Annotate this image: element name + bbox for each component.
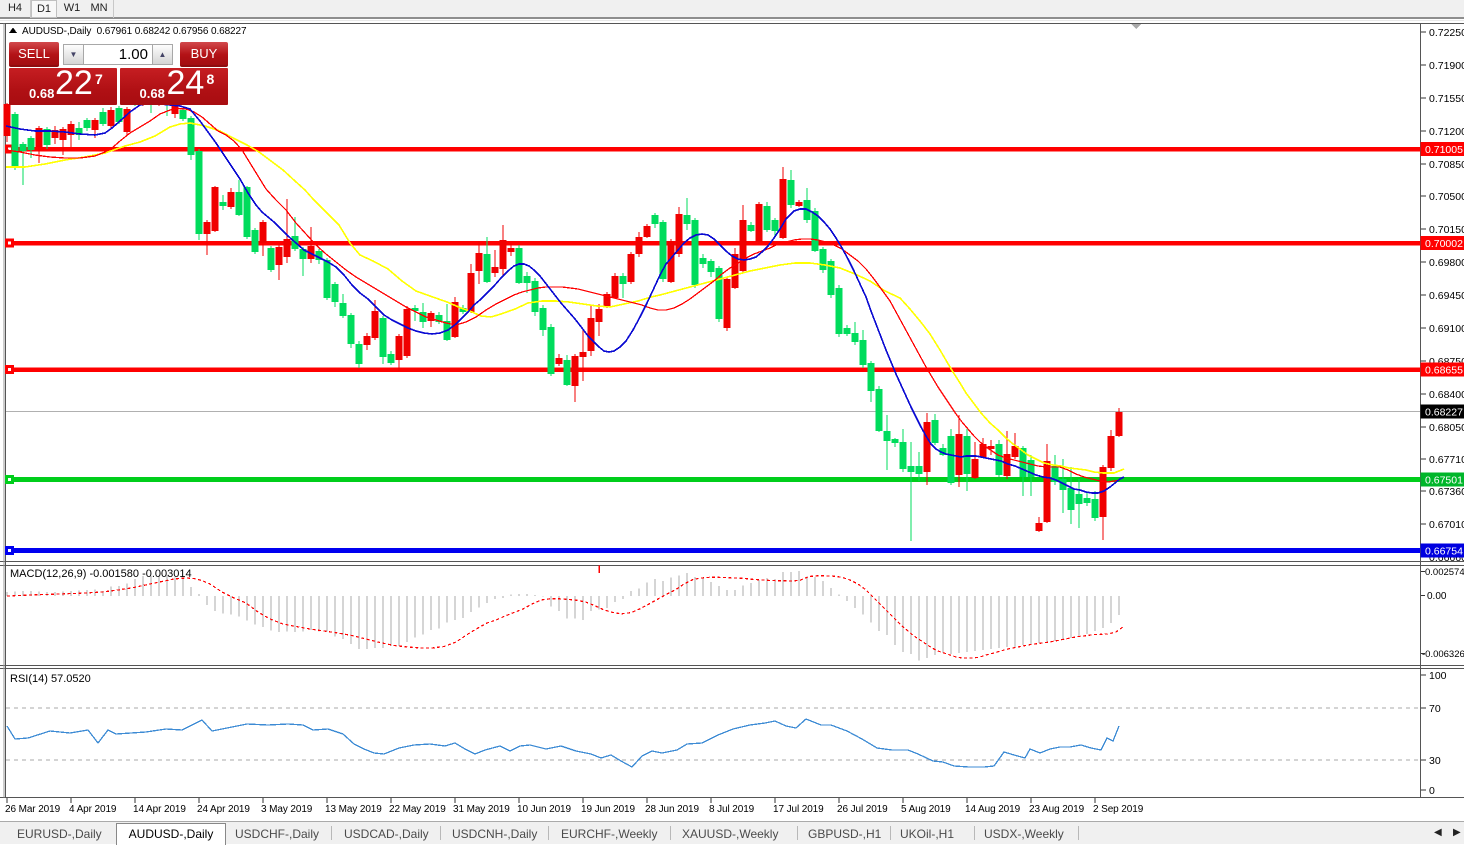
svg-text:0.71900: 0.71900 xyxy=(1429,60,1464,72)
svg-text:26 Mar 2019: 26 Mar 2019 xyxy=(5,804,61,815)
svg-text:0.68227: 0.68227 xyxy=(1425,407,1463,419)
svg-text:0.69100: 0.69100 xyxy=(1429,323,1464,335)
svg-text:0.66754: 0.66754 xyxy=(1425,546,1463,558)
svg-text:24 Apr 2019: 24 Apr 2019 xyxy=(197,804,250,815)
svg-text:8 Jul 2019: 8 Jul 2019 xyxy=(709,804,755,815)
svg-text:4 Apr 2019: 4 Apr 2019 xyxy=(69,804,117,815)
svg-text:30: 30 xyxy=(1429,755,1441,767)
svg-text:23 Aug 2019: 23 Aug 2019 xyxy=(1029,804,1085,815)
svg-text:0: 0 xyxy=(1429,785,1435,797)
svg-text:22 May 2019: 22 May 2019 xyxy=(389,804,446,815)
svg-text:0.00: 0.00 xyxy=(1427,591,1447,602)
svg-text:0.67710: 0.67710 xyxy=(1429,454,1464,466)
svg-text:100: 100 xyxy=(1429,670,1447,682)
svg-text:MACD(12,26,9) -0.001580 -0.003: MACD(12,26,9) -0.001580 -0.003014 xyxy=(10,568,192,580)
svg-text:AUDUSD-,Daily 0.67961 0.68242: AUDUSD-,Daily 0.67961 0.68242 0.67956 0.… xyxy=(22,26,247,37)
svg-text:19 Jun 2019: 19 Jun 2019 xyxy=(581,804,635,815)
svg-text:-0.006326: -0.006326 xyxy=(1422,649,1464,660)
svg-text:31 May 2019: 31 May 2019 xyxy=(453,804,510,815)
svg-text:5 Aug 2019: 5 Aug 2019 xyxy=(901,804,951,815)
svg-text:0.71005: 0.71005 xyxy=(1425,144,1463,156)
svg-text:0.70500: 0.70500 xyxy=(1429,191,1464,203)
svg-text:0.68050: 0.68050 xyxy=(1429,422,1464,434)
svg-text:2 Sep 2019: 2 Sep 2019 xyxy=(1093,804,1144,815)
svg-text:13 May 2019: 13 May 2019 xyxy=(325,804,382,815)
svg-text:0.67360: 0.67360 xyxy=(1429,486,1464,498)
svg-text:0.70002: 0.70002 xyxy=(1425,238,1463,250)
svg-text:0.68655: 0.68655 xyxy=(1425,365,1463,377)
svg-text:0.70150: 0.70150 xyxy=(1429,224,1464,236)
svg-text:3 May 2019: 3 May 2019 xyxy=(261,804,313,815)
svg-text:0.71550: 0.71550 xyxy=(1429,93,1464,105)
svg-text:10 Jun 2019: 10 Jun 2019 xyxy=(517,804,571,815)
svg-text:0.67010: 0.67010 xyxy=(1429,519,1464,531)
svg-text:0.70850: 0.70850 xyxy=(1429,159,1464,171)
svg-text:14 Apr 2019: 14 Apr 2019 xyxy=(133,804,186,815)
svg-text:0.69800: 0.69800 xyxy=(1429,257,1464,269)
svg-text:14 Aug 2019: 14 Aug 2019 xyxy=(965,804,1021,815)
svg-text:0.68400: 0.68400 xyxy=(1429,389,1464,401)
svg-text:0.69450: 0.69450 xyxy=(1429,290,1464,302)
svg-text:0.71200: 0.71200 xyxy=(1429,126,1464,138)
svg-text:26 Jul 2019: 26 Jul 2019 xyxy=(837,804,888,815)
svg-text:0.67501: 0.67501 xyxy=(1425,475,1463,487)
svg-text:17 Jul 2019: 17 Jul 2019 xyxy=(773,804,824,815)
svg-text:RSI(14) 57.0520: RSI(14) 57.0520 xyxy=(10,673,91,685)
svg-text:0.72250: 0.72250 xyxy=(1429,27,1464,39)
svg-text:0.002574: 0.002574 xyxy=(1425,567,1464,578)
svg-text:70: 70 xyxy=(1429,703,1441,715)
svg-text:28 Jun 2019: 28 Jun 2019 xyxy=(645,804,699,815)
